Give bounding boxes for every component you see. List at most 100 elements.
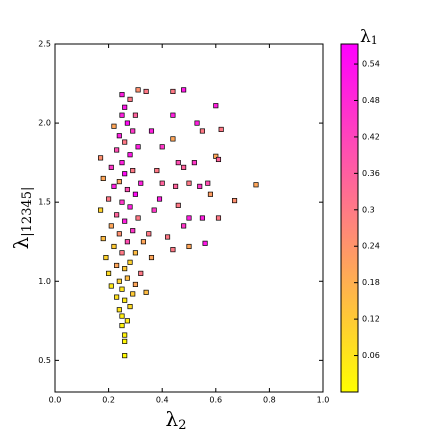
- point: [232, 198, 238, 204]
- point: [122, 171, 128, 177]
- point: [135, 87, 141, 93]
- point: [151, 207, 157, 213]
- point: [138, 180, 144, 186]
- point: [143, 88, 149, 95]
- x-tick-label: 0.0: [49, 396, 62, 405]
- point: [159, 144, 165, 150]
- point: [130, 128, 136, 134]
- x-tick-label: 0.2: [102, 396, 115, 405]
- y-tick-label: 2.5: [38, 40, 51, 49]
- point: [181, 87, 187, 93]
- colorbar-tick-label: 0.06: [362, 351, 380, 360]
- point: [108, 223, 114, 229]
- points: [98, 87, 259, 359]
- point: [116, 231, 122, 237]
- point: [135, 215, 141, 221]
- point: [186, 180, 192, 186]
- point: [98, 155, 104, 161]
- point: [124, 239, 130, 245]
- point: [116, 133, 122, 139]
- point: [253, 182, 259, 188]
- point: [165, 234, 171, 240]
- point: [159, 180, 165, 186]
- point: [122, 139, 128, 145]
- colorbar-tick-label: 0.3: [362, 205, 375, 214]
- point: [181, 223, 187, 229]
- point: [218, 126, 224, 132]
- point: [143, 289, 149, 295]
- point: [170, 136, 176, 142]
- colorbar-label: λ1: [360, 27, 378, 48]
- x-tick-label: 1.0: [317, 396, 330, 405]
- point: [122, 266, 128, 272]
- point: [199, 215, 205, 221]
- point: [170, 88, 176, 95]
- point: [119, 112, 125, 118]
- point: [114, 147, 120, 153]
- point: [215, 156, 222, 163]
- point: [205, 180, 211, 186]
- y-tick-label: 1.5: [38, 198, 51, 207]
- point: [173, 183, 179, 189]
- point: [181, 164, 187, 170]
- c-label-subscript: 1: [371, 34, 378, 47]
- point: [148, 254, 155, 261]
- point: [111, 243, 117, 250]
- point: [207, 191, 213, 197]
- point: [111, 183, 117, 189]
- point: [215, 215, 222, 221]
- point: [199, 128, 205, 134]
- point: [127, 152, 133, 158]
- point: [100, 175, 106, 182]
- colorbar-tick-label: 0.36: [362, 169, 380, 178]
- point: [119, 286, 125, 292]
- point: [127, 96, 133, 102]
- point: [175, 202, 181, 208]
- point: [132, 112, 138, 118]
- x-axis-label: λ2: [166, 407, 187, 433]
- point: [127, 304, 133, 310]
- colorbar-tick-label: 0.42: [362, 132, 380, 141]
- point: [103, 254, 109, 261]
- point: [114, 294, 120, 300]
- point: [194, 120, 200, 126]
- point: [175, 160, 181, 166]
- y-axis-label: λ|12345|: [9, 187, 35, 250]
- point: [124, 186, 130, 193]
- point: [132, 250, 138, 256]
- point: [122, 104, 128, 110]
- point: [130, 291, 136, 297]
- point: [124, 275, 130, 281]
- colorbar: [340, 43, 359, 393]
- point: [119, 250, 125, 256]
- y-label-symbol: λ: [9, 236, 33, 249]
- point: [130, 167, 136, 174]
- x-tick-label: 0.4: [156, 396, 169, 405]
- point: [127, 204, 133, 210]
- point: [111, 123, 117, 129]
- point: [191, 160, 197, 166]
- y-tick-label: 2.0: [38, 119, 51, 128]
- point: [154, 167, 160, 174]
- point: [122, 332, 128, 338]
- point: [132, 191, 138, 197]
- x-tick-label: 0.6: [209, 396, 222, 405]
- point: [106, 270, 112, 276]
- y-tick-label: 1.0: [38, 277, 51, 286]
- point: [170, 112, 176, 118]
- point: [124, 318, 130, 324]
- point: [98, 207, 104, 213]
- point: [116, 278, 122, 284]
- colorbar-tick-label: 0.24: [362, 242, 380, 251]
- point: [119, 323, 125, 329]
- point: [135, 144, 141, 150]
- point: [138, 270, 144, 276]
- x-label-symbol: λ: [166, 407, 179, 431]
- point: [202, 240, 208, 246]
- point: [114, 212, 120, 218]
- point: [119, 313, 125, 319]
- point: [186, 243, 192, 250]
- point: [108, 283, 114, 289]
- point: [140, 239, 146, 245]
